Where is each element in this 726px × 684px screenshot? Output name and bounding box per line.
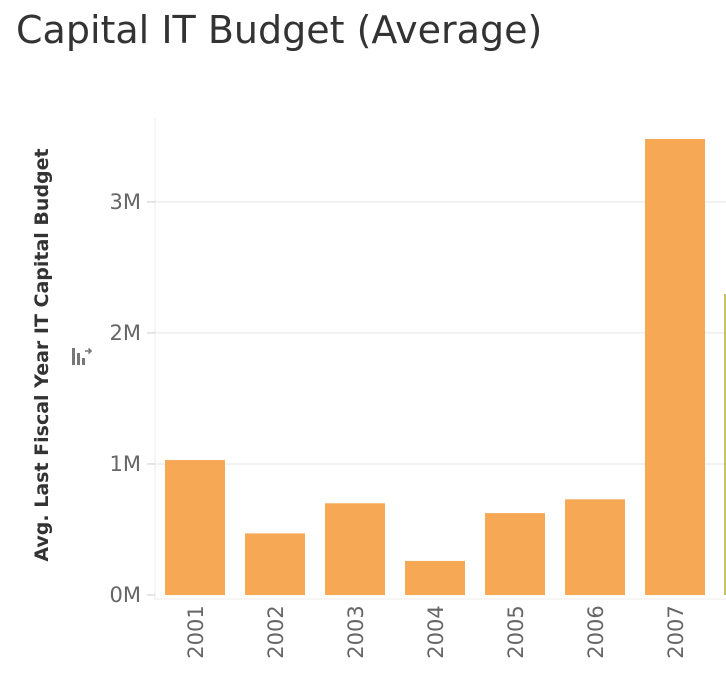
x-tick-label: 2006 xyxy=(584,605,608,658)
x-tick-label: 2004 xyxy=(424,605,448,658)
bar-partial-offscreen xyxy=(724,294,726,595)
bar-2001[interactable] xyxy=(165,460,225,595)
bar-2002[interactable] xyxy=(245,533,305,595)
bar-2003[interactable] xyxy=(325,503,385,595)
chart-title: Capital IT Budget (Average) xyxy=(16,8,543,52)
y-tick-label: 0M xyxy=(110,583,141,607)
bar-2005[interactable] xyxy=(485,513,545,595)
x-tick-label: 2001 xyxy=(184,605,208,658)
x-tick-label: 2005 xyxy=(504,605,528,658)
bar-2007[interactable] xyxy=(645,139,705,595)
x-tick-label: 2002 xyxy=(264,605,288,658)
sort-icon[interactable] xyxy=(70,346,94,368)
bar-2006[interactable] xyxy=(565,499,625,595)
y-tick-label: 1M xyxy=(110,452,141,476)
x-tick-label: 2007 xyxy=(664,605,688,658)
bar-2004[interactable] xyxy=(405,560,465,595)
y-tick-label: 3M xyxy=(110,190,141,214)
y-tick-label: 2M xyxy=(110,321,141,345)
x-tick-label: 2003 xyxy=(344,605,368,658)
